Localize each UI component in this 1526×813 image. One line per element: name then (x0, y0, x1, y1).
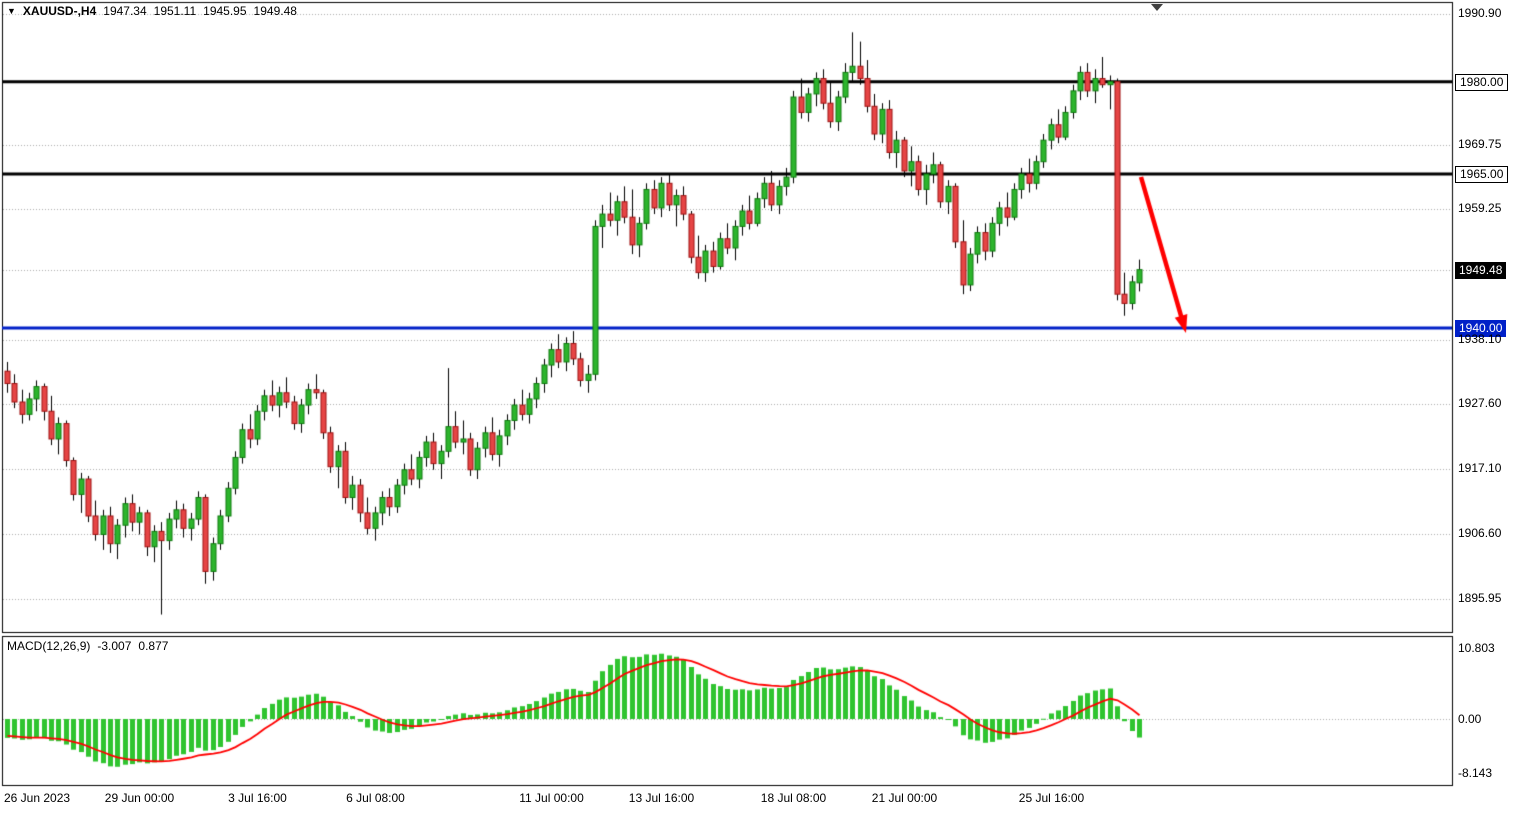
price-axis-label: 1990.90 (1458, 6, 1502, 21)
price-axis[interactable]: 1990.90 1980.00 1969.75 1965.00 1959.25 1949.… (1455, 0, 1526, 788)
time-axis-label: 11 Jul 00:00 (519, 791, 584, 805)
macd-signal-value: 0.877 (138, 639, 169, 653)
ohlc-close-value: 1949.48 (253, 4, 297, 18)
macd-value-axis[interactable]: 10.803 0.00 -8.143 (1455, 0, 1526, 788)
price-axis-label: 1969.75 (1458, 136, 1502, 151)
chart-ohlc-header: ▼ XAUUSD-,H4 1947.34 1951.11 1945.95 194… (7, 4, 297, 18)
macd-main-value: -3.007 (97, 639, 132, 653)
price-axis-label: 1965.00 (1455, 166, 1509, 184)
price-axis-label: 1917.10 (1458, 461, 1502, 476)
time-axis-label: 29 Jun 00:00 (104, 791, 175, 805)
time-axis-label: 26 Jun 2023 (4, 791, 71, 805)
ohlc-high-value: 1951.11 (153, 4, 197, 18)
price-axis-label: 1980.00 (1455, 73, 1509, 91)
symbol-period-label: XAUUSD-,H4 (22, 4, 97, 18)
price-axis-label: 1949.48 (1455, 261, 1507, 279)
time-axis-label: 13 Jul 16:00 (628, 791, 695, 805)
time-axis-label: 25 Jul 16:00 (1018, 791, 1085, 805)
chart-shift-marker-icon[interactable] (1151, 4, 1163, 11)
ohlc-low-value: 1945.95 (203, 4, 247, 18)
price-axis-label: 1959.25 (1458, 201, 1502, 216)
macd-axis-label: -8.143 (1458, 765, 1493, 780)
time-axis-label: 18 Jul 08:00 (760, 791, 827, 805)
price-axis-label: 1927.60 (1458, 396, 1502, 411)
time-axis-label: 21 Jul 00:00 (871, 791, 938, 805)
macd-name-label: MACD(12,26,9) (7, 639, 91, 653)
macd-axis-label: 10.803 (1458, 640, 1495, 655)
time-axis-label: 6 Jul 08:00 (346, 791, 405, 805)
macd-axis-label: 0.00 (1458, 712, 1482, 726)
ohlc-open-value: 1947.34 (103, 4, 147, 18)
price-axis-label: 1906.60 (1458, 525, 1502, 540)
macd-indicator-label: MACD(12,26,9) -3.007 0.877 (7, 639, 168, 653)
price-axis-label: 1940.00 (1455, 320, 1507, 338)
time-axis[interactable]: 26 Jun 2023 29 Jun 00:00 3 Jul 16:00 6 Jul … (0, 789, 1526, 813)
price-axis-label: 1895.95 (1458, 591, 1502, 606)
price-axis-label: 1938.10 (1458, 331, 1502, 346)
symbol-dropdown-icon[interactable]: ▼ (7, 6, 16, 16)
time-axis-label: 3 Jul 16:00 (228, 791, 287, 805)
